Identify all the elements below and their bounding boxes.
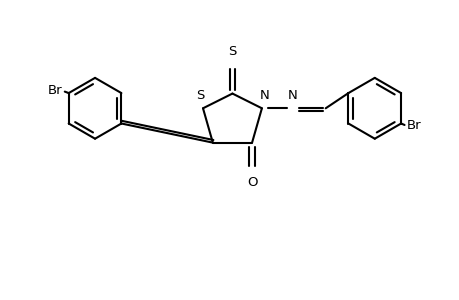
Text: Br: Br <box>406 119 421 133</box>
Text: Br: Br <box>48 84 63 97</box>
Text: N: N <box>259 89 269 102</box>
Text: S: S <box>196 89 204 102</box>
Text: O: O <box>246 176 257 190</box>
Text: N: N <box>287 89 297 102</box>
Text: S: S <box>228 45 236 58</box>
